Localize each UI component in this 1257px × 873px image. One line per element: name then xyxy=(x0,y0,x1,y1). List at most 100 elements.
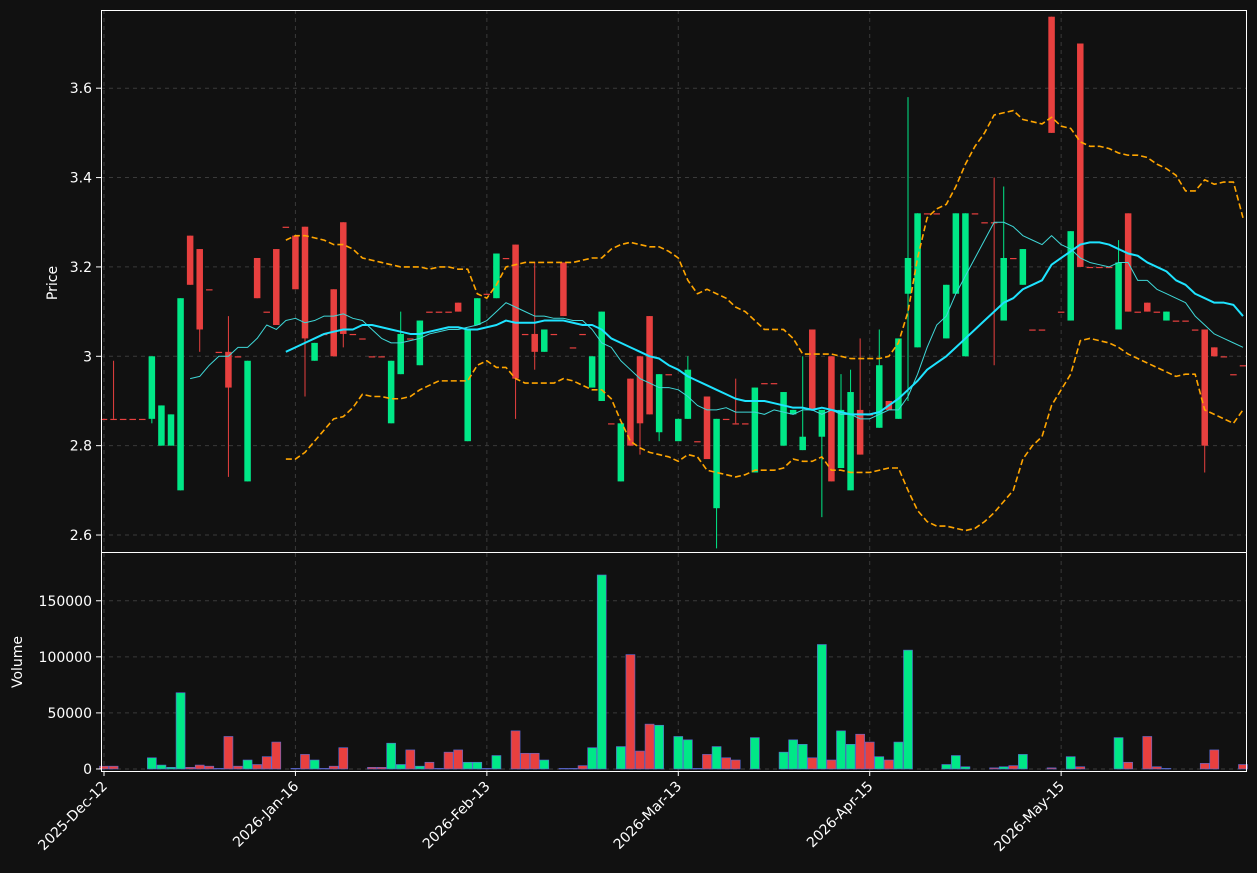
candle-body xyxy=(158,405,165,446)
volume-bar xyxy=(951,755,961,770)
candle-body xyxy=(110,418,117,421)
candle-body xyxy=(1057,311,1065,313)
volume-bar xyxy=(1238,764,1248,770)
volume-bar xyxy=(300,754,310,770)
volume-bar xyxy=(855,733,865,770)
candle-body xyxy=(464,329,471,442)
volume-bar xyxy=(520,752,530,770)
candle-body xyxy=(742,423,749,425)
y-tick-label: 50000 xyxy=(47,706,92,722)
volume-bar xyxy=(482,768,492,770)
candle-body xyxy=(722,418,730,421)
y-tick-label: 0 xyxy=(83,762,92,778)
candle-body xyxy=(646,316,653,415)
volume-axis-label: Volume xyxy=(10,636,26,688)
candle-body xyxy=(119,418,127,421)
candle-body xyxy=(1038,329,1046,331)
candle-body xyxy=(761,383,768,385)
candle-body xyxy=(971,213,979,215)
volume-bar xyxy=(453,749,463,770)
volume-bar xyxy=(711,746,722,770)
candle-body xyxy=(1000,257,1007,321)
candle-body xyxy=(340,222,347,334)
volume-bar xyxy=(491,755,502,770)
candle-body xyxy=(330,289,337,357)
candle-body xyxy=(828,356,835,482)
volume-bar xyxy=(194,764,205,770)
volume-bar xyxy=(577,765,588,770)
candle-body xyxy=(856,409,864,455)
volume-bar xyxy=(654,724,664,770)
candle-body xyxy=(962,213,969,357)
candle-body xyxy=(588,356,596,388)
candle-body xyxy=(292,235,299,290)
y-tick-label: 150000 xyxy=(39,594,92,610)
candle-body xyxy=(349,333,357,336)
volume-bar xyxy=(960,766,971,770)
volume-bar xyxy=(309,759,320,770)
mark-layer xyxy=(99,16,1248,770)
candle-body xyxy=(301,226,309,339)
volume-bar xyxy=(807,757,818,770)
candle-body xyxy=(1153,311,1161,313)
volume-bar xyxy=(635,750,645,770)
candle-body xyxy=(1115,262,1122,330)
candle-body xyxy=(1077,43,1084,267)
volume-bar xyxy=(1008,765,1019,770)
candle-body xyxy=(541,329,548,352)
candle-body xyxy=(512,244,519,379)
candle-body xyxy=(407,338,414,340)
volume-bar xyxy=(903,649,913,770)
volume-bar xyxy=(319,768,329,770)
volume-bar xyxy=(998,766,1009,770)
volume-bar xyxy=(405,749,416,770)
volume-bar xyxy=(223,736,234,770)
volume-bar xyxy=(261,756,272,770)
volume-bar xyxy=(367,766,377,770)
candle-body xyxy=(933,213,940,215)
candle-body xyxy=(1182,320,1189,322)
candle-body xyxy=(655,374,663,433)
volume-bar xyxy=(1142,736,1153,770)
candle-body xyxy=(1230,374,1237,376)
candle-body xyxy=(253,257,261,299)
candle-body xyxy=(139,418,146,421)
volume-bar xyxy=(1123,761,1133,770)
volume-bar xyxy=(558,768,569,770)
candle-body xyxy=(981,222,988,224)
volume-bar xyxy=(730,759,741,770)
candle-body xyxy=(397,333,404,375)
candle-body xyxy=(483,293,491,295)
candle-body xyxy=(1201,329,1208,446)
band-line xyxy=(285,337,1244,532)
candle-body xyxy=(234,356,242,358)
candle-body xyxy=(1019,249,1027,285)
candle-body xyxy=(311,342,318,361)
candle-body xyxy=(1191,329,1199,331)
volume-bar xyxy=(692,768,703,770)
y-tick-label: 3.4 xyxy=(70,171,92,187)
volume-bar xyxy=(1018,754,1028,770)
candle-body xyxy=(598,311,605,401)
volume-bar xyxy=(683,739,693,770)
candle-body xyxy=(809,329,816,410)
candle-body xyxy=(225,351,232,388)
candle-body xyxy=(1172,320,1180,322)
candle-body xyxy=(244,360,251,482)
volume-bar xyxy=(108,765,119,770)
candle-body xyxy=(263,311,270,313)
volume-bar xyxy=(338,747,349,770)
volume-bar xyxy=(778,751,789,770)
candle-body xyxy=(282,226,290,228)
candle-body xyxy=(627,378,634,446)
candle-body xyxy=(608,423,615,425)
volume-bar xyxy=(539,759,550,770)
candle-body xyxy=(177,298,184,491)
volume-bar xyxy=(596,574,607,770)
candle-body xyxy=(215,351,223,354)
candle-body xyxy=(445,311,452,313)
volume-bar xyxy=(529,752,540,770)
volume-bar xyxy=(443,751,454,770)
candle-body xyxy=(474,298,481,326)
